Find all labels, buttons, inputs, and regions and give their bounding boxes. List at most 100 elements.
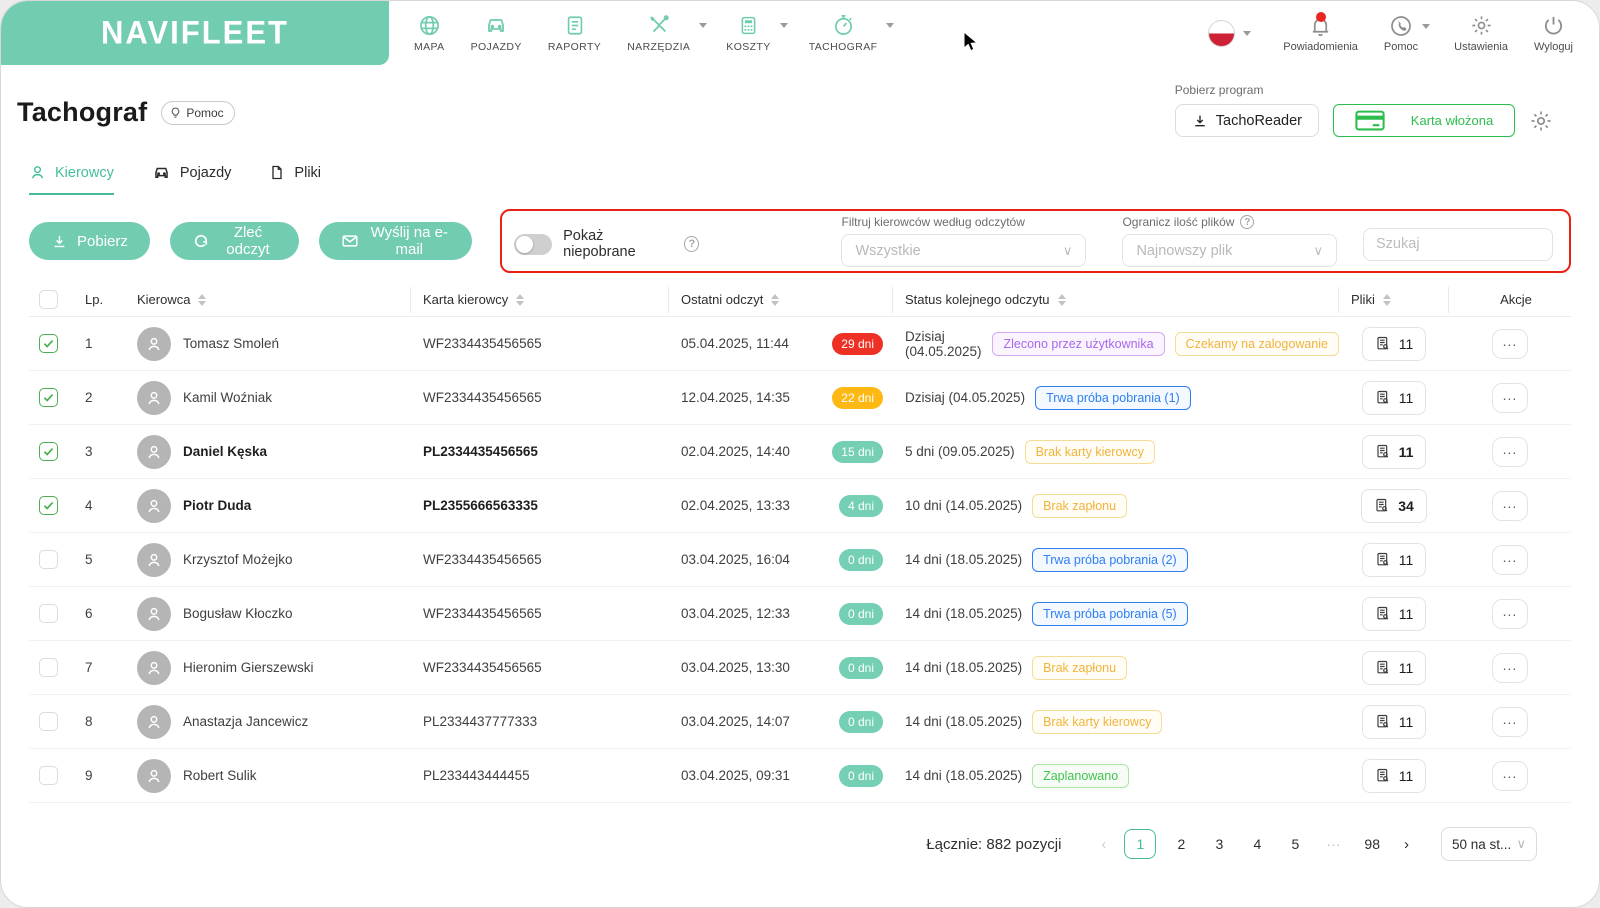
nav-item-tachograf[interactable]: TACHOGRAF <box>796 1 895 65</box>
order-reading-button[interactable]: Zleć odczyt <box>169 222 300 260</box>
prev-page-button[interactable]: ‹ <box>1101 835 1107 853</box>
filter-readings-select[interactable]: Wszystkie ∨ <box>841 234 1087 267</box>
days-badge: 0 dni <box>838 602 883 625</box>
nav-item-pojazdy[interactable]: POJAZDY <box>458 1 535 65</box>
language-selector[interactable] <box>1208 19 1252 47</box>
row-checkbox[interactable] <box>39 550 58 569</box>
logout-button[interactable]: Wyloguj <box>1534 14 1573 53</box>
help-button[interactable]: Pomoc <box>1384 14 1431 53</box>
next-page-button[interactable]: › <box>1404 835 1409 853</box>
status-chip: Czekamy na zalogowanie <box>1174 331 1339 356</box>
row-checkbox[interactable] <box>39 388 58 407</box>
row-actions-button[interactable]: ... <box>1492 382 1528 413</box>
status-chip: Trwa próba pobrania (2) <box>1032 547 1188 572</box>
sort-icon[interactable] <box>198 293 207 306</box>
avatar <box>137 650 171 685</box>
order-reading-label: Zleć odczyt <box>226 224 270 258</box>
files-count: 34 <box>1398 497 1414 514</box>
files-button[interactable]: 11 <box>1361 758 1427 793</box>
page-number-5[interactable]: 5 <box>1291 836 1300 852</box>
download-button[interactable]: Pobierz <box>29 222 150 260</box>
tacho-settings-icon[interactable] <box>1529 109 1553 133</box>
chevron-down-icon <box>779 23 788 28</box>
tab-pojazdy[interactable]: Pojazdy <box>152 163 231 195</box>
row-actions-button[interactable]: ... <box>1492 328 1528 359</box>
card-number: PL2355666563335 <box>423 498 538 513</box>
row-checkbox[interactable] <box>39 604 58 623</box>
notification-badge <box>1316 11 1327 22</box>
driver-name: Krzysztof Możejko <box>183 552 293 567</box>
sort-icon[interactable] <box>1382 293 1391 306</box>
page-number-2[interactable]: 2 <box>1177 836 1186 852</box>
search-input[interactable] <box>1364 236 1553 252</box>
row-actions-button[interactable]: ... <box>1492 490 1528 521</box>
status-cell: 14 dni (18.05.2025) Brak zapłonu <box>893 655 1339 680</box>
tab-pliki[interactable]: Pliki <box>269 163 321 195</box>
files-button[interactable]: 34 <box>1361 488 1427 523</box>
page-number-98[interactable]: 98 <box>1364 836 1380 852</box>
files-button[interactable]: 11 <box>1361 596 1427 631</box>
sort-icon[interactable] <box>771 293 780 306</box>
nav-label: POJAZDY <box>470 41 522 53</box>
files-button[interactable]: 11 <box>1361 326 1427 361</box>
col-karta: Karta kierowcy <box>411 283 669 316</box>
files-button[interactable]: 11 <box>1361 704 1427 739</box>
nav-item-mapa[interactable]: MAPA <box>401 1 458 65</box>
file-search-icon <box>1375 335 1391 352</box>
row-actions-button[interactable]: ... <box>1492 706 1528 737</box>
driver-cell: Robert Sulik <box>125 758 411 793</box>
card-inserted-button[interactable]: Karta włożona <box>1333 104 1515 137</box>
next-status-text: 14 dni (18.05.2025) <box>905 552 1023 567</box>
question-circle-icon[interactable]: ? <box>684 236 700 252</box>
page-help-label: Pomoc <box>186 105 224 120</box>
row-actions-button[interactable]: ... <box>1492 652 1528 683</box>
nav-item-narzedzia[interactable]: NARZĘDZIA <box>614 1 708 65</box>
limit-files-select[interactable]: Najnowszy plik ∨ <box>1122 234 1338 267</box>
row-actions-button[interactable]: ... <box>1492 760 1528 791</box>
brand-logo[interactable]: NAVIFLEET <box>1 1 389 65</box>
select-all-checkbox[interactable] <box>39 290 58 309</box>
poland-flag-icon <box>1208 19 1236 47</box>
nav-item-koszty[interactable]: KOSZTY <box>713 1 788 65</box>
status-cell: 14 dni (18.05.2025) Trwa próba pobrania … <box>893 601 1339 626</box>
row-checkbox[interactable] <box>39 712 58 731</box>
page-number-1[interactable]: 1 <box>1124 829 1157 859</box>
table-row: 8 Anastazja Jancewicz PL2334437777333 03… <box>29 695 1571 749</box>
send-email-button[interactable]: Wyślij na e-mail <box>319 222 473 260</box>
page-number-4[interactable]: 4 <box>1253 836 1262 852</box>
tachoreader-button[interactable]: TachoReader <box>1174 104 1319 137</box>
last-read-date: 03.04.2025, 09:31 <box>681 768 790 783</box>
last-read-cell: 03.04.2025, 14:07 0 dni <box>669 710 893 733</box>
files-count: 11 <box>1398 767 1414 784</box>
files-button[interactable]: 11 <box>1361 542 1427 577</box>
page-help-button[interactable]: Pomoc <box>161 100 235 125</box>
row-checkbox[interactable] <box>39 496 58 515</box>
notifications-button[interactable]: Powiadomienia <box>1283 11 1358 53</box>
row-checkbox[interactable] <box>39 658 58 677</box>
table-row: 7 Hieronim Gierszewski WF2334435456565 0… <box>29 641 1571 695</box>
show-not-downloaded-toggle[interactable] <box>514 233 553 255</box>
tab-kierowcy[interactable]: Kierowcy <box>29 163 114 195</box>
gear-icon <box>1470 14 1493 38</box>
row-actions-button[interactable]: ... <box>1492 436 1528 467</box>
files-button[interactable]: 11 <box>1361 380 1427 415</box>
files-count: 11 <box>1398 551 1414 568</box>
row-checkbox[interactable] <box>39 334 58 353</box>
sort-icon[interactable] <box>1057 293 1066 306</box>
question-circle-icon[interactable]: ? <box>1240 215 1255 229</box>
avatar <box>137 434 171 469</box>
sort-icon[interactable] <box>516 293 525 306</box>
refresh-icon <box>192 232 210 250</box>
row-actions-button[interactable]: ... <box>1492 598 1528 629</box>
settings-button[interactable]: Ustawienia <box>1454 14 1508 53</box>
files-button[interactable]: 11 <box>1361 650 1427 685</box>
files-button[interactable]: 11 <box>1361 434 1427 469</box>
nav-item-raporty[interactable]: RAPORTY <box>535 1 614 65</box>
page-size-select[interactable]: 50 na st... ∨ <box>1441 827 1537 861</box>
table-row: 9 Robert Sulik PL233443444455 03.04.2025… <box>29 749 1571 803</box>
row-actions-button[interactable]: ... <box>1492 544 1528 575</box>
row-checkbox[interactable] <box>39 766 58 785</box>
row-checkbox[interactable] <box>39 442 58 461</box>
page-number-3[interactable]: 3 <box>1215 836 1224 852</box>
status-cell: 14 dni (18.05.2025) Zaplanowano <box>893 763 1339 788</box>
